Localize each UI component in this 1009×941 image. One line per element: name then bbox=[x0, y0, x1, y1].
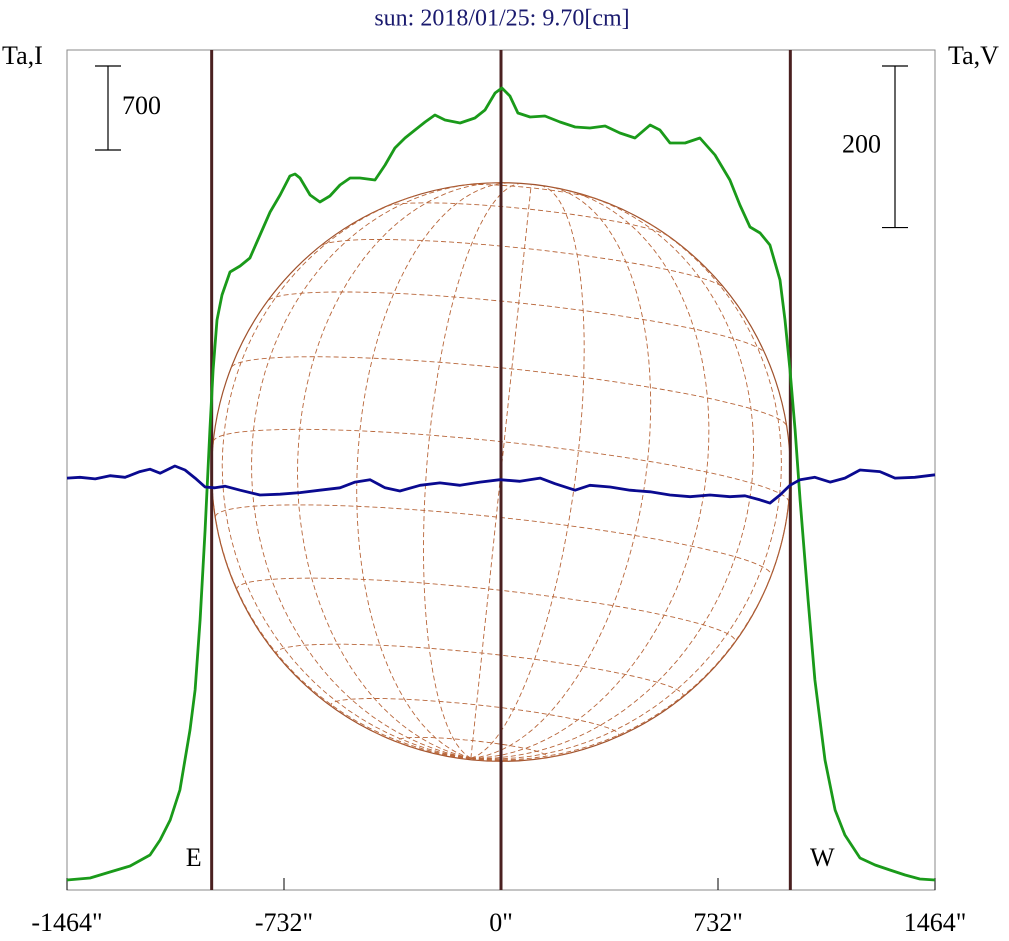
y-scale-bar-label: 700 bbox=[122, 91, 161, 120]
globe-grid-line bbox=[386, 202, 669, 237]
globe-grid-line bbox=[231, 356, 787, 426]
x-tick-label: -1464" bbox=[31, 908, 102, 937]
globe-grid-line bbox=[330, 698, 620, 738]
globe-grid-line bbox=[470, 188, 710, 759]
y2-scale-bar-label: 200 bbox=[842, 130, 881, 159]
globe-grid-line bbox=[214, 504, 772, 576]
x-tick-label: 0" bbox=[489, 908, 513, 937]
solar-globe bbox=[211, 182, 791, 762]
globe-grid-line bbox=[211, 441, 471, 759]
limb-label: E bbox=[186, 843, 202, 872]
globe-grid-line bbox=[470, 185, 585, 759]
y-axis-label: Ta,I bbox=[2, 41, 43, 70]
globe-grid-line bbox=[423, 183, 520, 759]
globe-grid-line bbox=[356, 182, 509, 759]
x-tick-label: -732" bbox=[255, 908, 313, 937]
globe-grid-line bbox=[470, 193, 754, 759]
globe-grid-line bbox=[268, 291, 765, 353]
globe-grid-line bbox=[212, 428, 790, 503]
x-tick-label: 732" bbox=[693, 908, 743, 937]
x-tick-label: 1464" bbox=[904, 908, 967, 937]
limb-label: W bbox=[810, 843, 835, 872]
chart-title: sun: 2018/01/25: 9.70[cm] bbox=[374, 6, 629, 32]
globe-grid-line bbox=[297, 182, 500, 759]
series-line bbox=[66, 86, 936, 882]
globe-grid-line bbox=[470, 184, 532, 759]
globe-grid-line bbox=[236, 577, 736, 643]
globe-grid-line bbox=[462, 184, 599, 201]
y2-axis-label: Ta,V bbox=[948, 41, 999, 70]
globe-grid-line bbox=[470, 187, 652, 759]
globe-grid-line bbox=[275, 643, 684, 699]
globe-grid-line bbox=[470, 502, 790, 761]
globe-grid-line bbox=[470, 757, 479, 761]
globe-grid-line bbox=[221, 195, 471, 759]
series-line bbox=[66, 464, 936, 505]
globe-grid-line bbox=[372, 731, 471, 759]
globe-grid-line bbox=[470, 757, 511, 762]
globe-grid-line bbox=[251, 183, 479, 759]
